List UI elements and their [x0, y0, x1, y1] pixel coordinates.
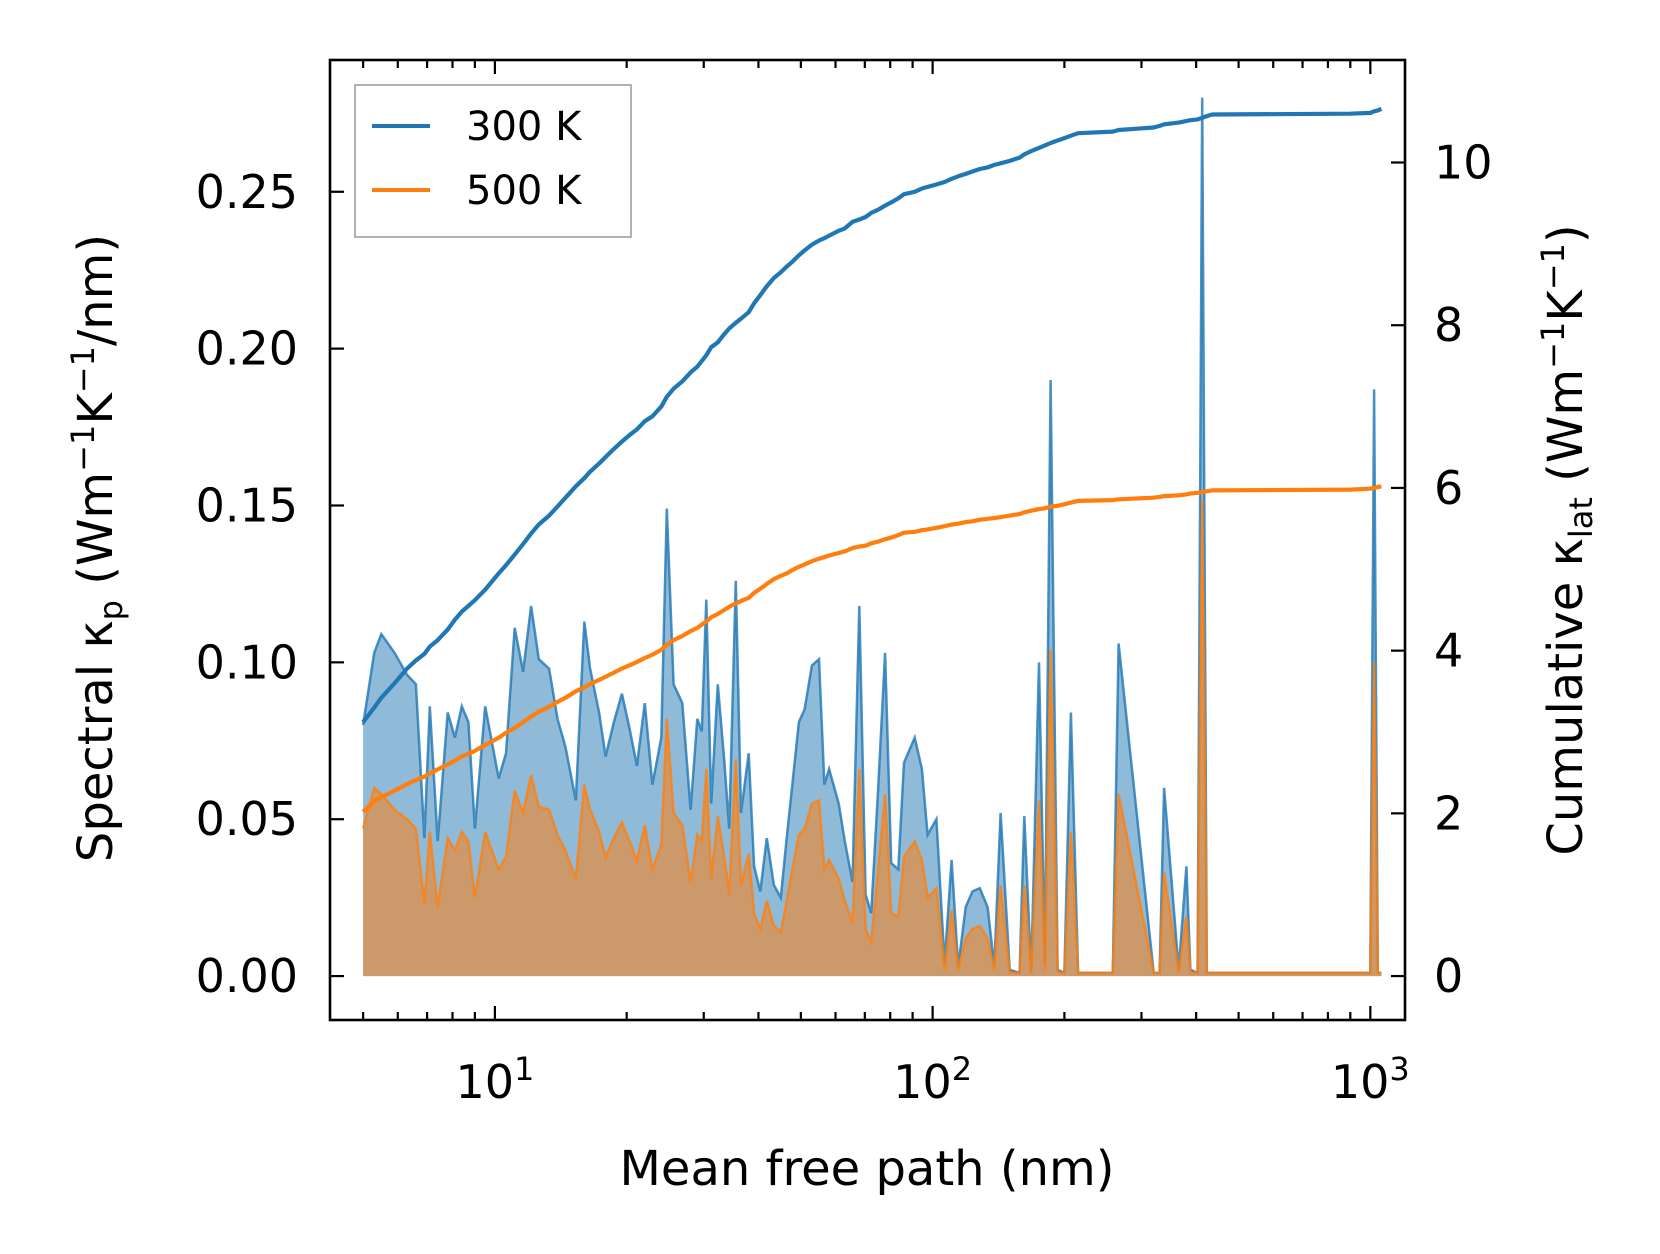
y-right-tick-label: 0	[1434, 949, 1463, 1003]
cumulative-line-0	[361, 106, 1383, 724]
spectral-edge-1	[361, 499, 1382, 975]
x-tick-label: 101	[455, 1050, 534, 1109]
y-right-tick-label: 10	[1434, 136, 1493, 190]
y-left-tick-label: 0.15	[196, 478, 298, 532]
legend-box	[354, 84, 632, 238]
spectral-fill-1	[363, 499, 1382, 977]
cumulative-line-1	[361, 484, 1382, 814]
x-tick-label: 102	[893, 1050, 972, 1109]
x-axis-title: Mean free path (nm)	[620, 1141, 1115, 1197]
axis-tick-labels: 101 102 103 0.00 0.05 0.10 0.15 0.20 0.25 0 2 4 6 8 10	[196, 136, 1493, 1109]
y-left-tick-label: 0.05	[196, 792, 298, 846]
y-left-axis-title: Spectral κp (Wm−1K−1/nm)	[64, 234, 130, 862]
cumulative-lines	[361, 106, 1383, 814]
y-left-tick-label: 0.10	[196, 635, 298, 689]
y-right-tick-label: 2	[1434, 786, 1463, 840]
x-tick-label: 103	[1331, 1050, 1410, 1109]
y-right-tick-label: 6	[1434, 461, 1463, 515]
legend-label-500k: 500 K	[466, 168, 583, 214]
y-left-tick-label: 0.25	[196, 165, 298, 219]
axis-ticks	[330, 60, 1405, 1020]
y-left-tick-label: 0.00	[196, 949, 298, 1003]
y-right-axis-title: Cumulative κlat (Wm−1K−1)	[1534, 224, 1600, 855]
legend-label-300k: 300 K	[466, 104, 583, 150]
y-right-tick-label: 4	[1434, 624, 1463, 678]
y-left-tick-label: 0.20	[196, 322, 298, 376]
spectral-fills	[361, 97, 1382, 977]
legend: 300 K 500 K	[354, 84, 632, 238]
spectral-fill-0	[363, 97, 1382, 977]
y-right-tick-label: 8	[1434, 298, 1463, 352]
plot-frame	[328, 58, 1407, 1022]
